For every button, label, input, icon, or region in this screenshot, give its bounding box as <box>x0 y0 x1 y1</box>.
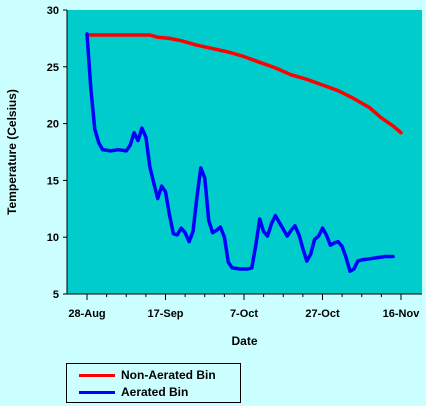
y-axis-title: Temperature (Celsius) <box>5 89 19 215</box>
x-tick-label: 17-Sep <box>147 308 183 320</box>
legend-label-non-aerated: Non-Aerated Bin <box>121 368 216 382</box>
y-tick-label: 5 <box>53 289 59 301</box>
y-tick-label: 20 <box>47 119 59 131</box>
series-line-non-aerated <box>85 33 403 135</box>
legend-item-non-aerated: Non-Aerated Bin <box>67 367 216 383</box>
legend-swatch-aerated <box>79 390 115 394</box>
x-tick-label: 27-Oct <box>305 308 340 320</box>
axes-layer: 5 10 15 20 25 30 28-Aug 17-Sep 7-Oct 27-Oct 16-Nov <box>47 5 422 320</box>
x-tick-label: 16-Nov <box>383 308 421 320</box>
x-axis-title: Date <box>231 334 257 348</box>
plot-area <box>67 10 422 294</box>
legend: Non-Aerated Bin Aerated Bin <box>66 363 241 403</box>
series-layer <box>85 32 403 274</box>
y-tick-label: 15 <box>47 175 59 187</box>
legend-swatch-non-aerated <box>79 373 115 377</box>
x-tick-label: 28-Aug <box>68 308 105 320</box>
series-line-aerated <box>85 32 395 274</box>
y-tick-label: 10 <box>47 232 59 244</box>
x-tick-label: 7-Oct <box>230 308 258 320</box>
y-tick-label: 30 <box>47 5 59 17</box>
legend-item-aerated: Aerated Bin <box>67 384 188 400</box>
y-tick-label: 25 <box>47 62 59 74</box>
legend-label-aerated: Aerated Bin <box>121 385 189 399</box>
